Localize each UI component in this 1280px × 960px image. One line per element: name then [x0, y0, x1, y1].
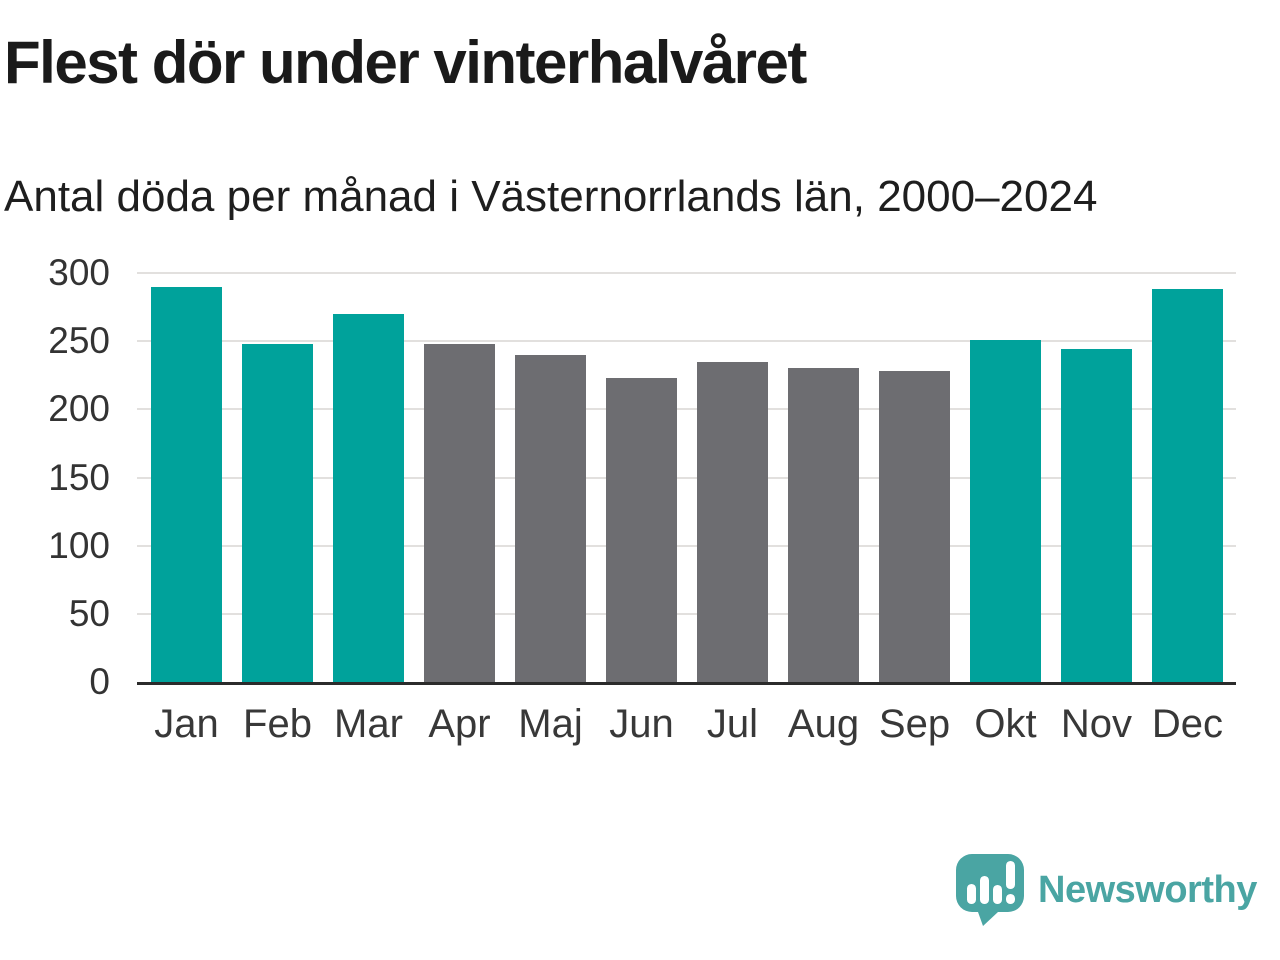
x-tick-label: Dec — [1151, 702, 1224, 746]
x-axis-line — [137, 682, 1236, 685]
bar-apr — [424, 343, 495, 682]
bar-dec — [1152, 289, 1223, 682]
x-tick-label: Apr — [428, 702, 491, 746]
bar-nov — [1061, 349, 1132, 682]
y-tick-label: 100 — [48, 524, 110, 566]
bar-chart-plot-area — [137, 272, 1236, 685]
gridline — [137, 340, 1236, 343]
x-tick-label: Nov — [1060, 702, 1133, 746]
bar-aug — [788, 368, 859, 682]
bar-feb — [242, 343, 313, 682]
x-tick-label: Okt — [974, 702, 1037, 746]
x-tick-label: Feb — [243, 702, 312, 746]
newsworthy-logo-icon — [956, 854, 1024, 926]
y-tick-label: 200 — [48, 388, 110, 430]
gridline — [137, 272, 1236, 274]
x-tick-label: Mar — [334, 702, 403, 746]
y-tick-label: 250 — [48, 320, 110, 362]
gridline — [137, 408, 1236, 411]
bar-maj — [515, 354, 586, 682]
y-tick-label: 300 — [48, 252, 110, 293]
gridline — [137, 612, 1236, 615]
x-tick-label: Maj — [518, 702, 583, 746]
x-tick-label: Aug — [787, 702, 860, 746]
bar-jun — [606, 377, 677, 682]
bar-jul — [697, 361, 768, 682]
x-tick-label: Sep — [878, 702, 951, 746]
y-tick-label: 150 — [48, 456, 110, 498]
bar-jan — [151, 286, 222, 682]
gridline — [137, 544, 1236, 547]
brand-wordmark: Newsworthy — [1038, 868, 1257, 911]
newsworthy-brand: Newsworthy — [956, 854, 1257, 926]
gridline — [137, 476, 1236, 479]
y-tick-label: 50 — [68, 592, 110, 634]
chart-title: Flest dör under vinterhalvåret — [4, 29, 807, 96]
x-tick-label: Jan — [154, 702, 219, 746]
chart-subtitle: Antal döda per månad i Västernorrlands l… — [4, 172, 1098, 221]
x-tick-label: Jun — [609, 702, 674, 746]
y-tick-label: 0 — [89, 661, 110, 702]
bar-okt — [970, 339, 1041, 682]
x-tick-label: Jul — [706, 702, 759, 746]
bar-sep — [879, 371, 950, 682]
bar-mar — [333, 313, 404, 682]
